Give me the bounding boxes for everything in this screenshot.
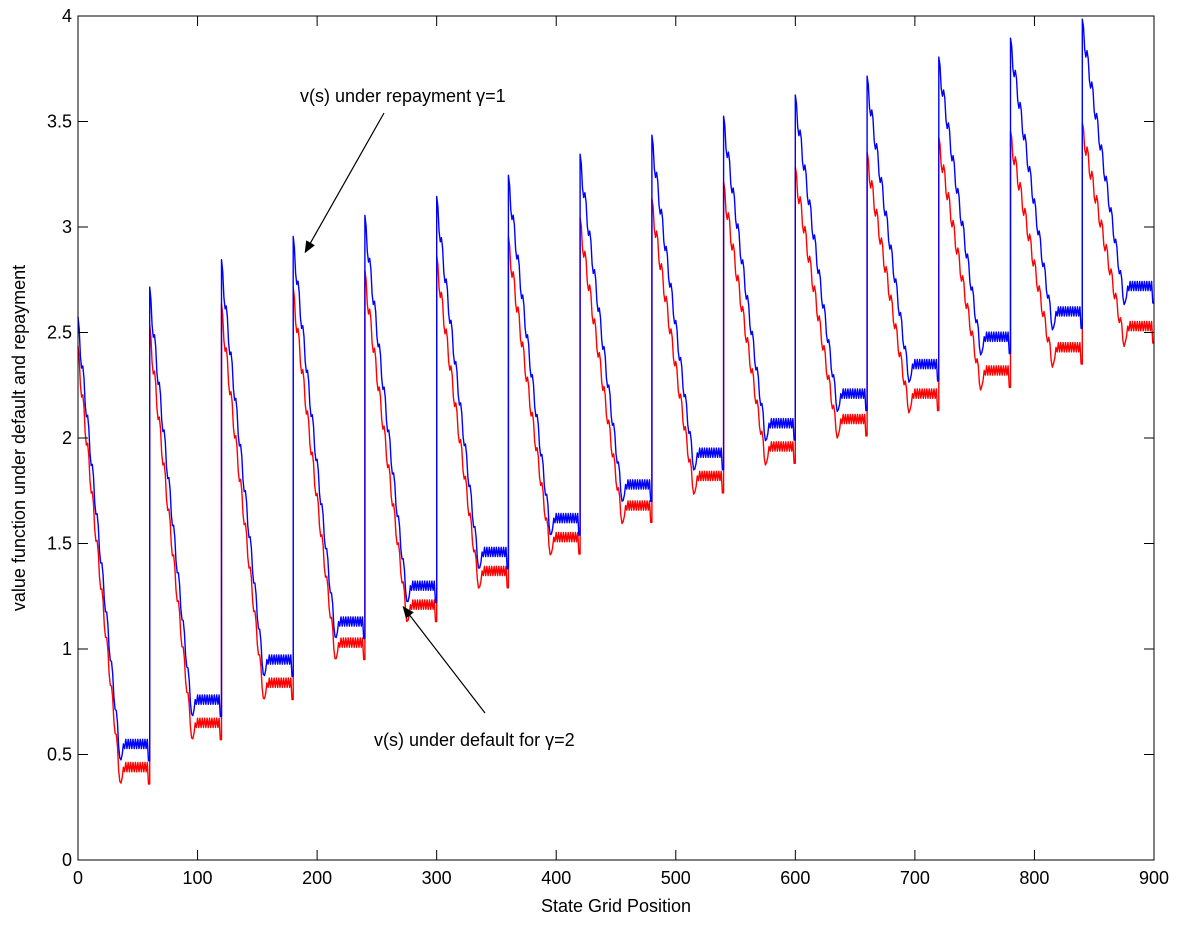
y-tick-label: 0.5: [47, 745, 72, 765]
ticks-layer: 0 100 200 300 400 500 600 700 800 900 0 0.5 1 1.5 2 2.5…: [47, 6, 1169, 888]
y-tick-label: 2: [62, 428, 72, 448]
x-tick-label: 700: [900, 868, 930, 888]
y-tick-label: 3.5: [47, 112, 72, 132]
x-axis-title: State Grid Position: [541, 896, 691, 916]
y-tick-label: 0: [62, 850, 72, 870]
x-tick-label: 0: [73, 868, 83, 888]
y-tick-label: 2.5: [47, 323, 72, 343]
x-tick-label: 300: [422, 868, 452, 888]
annotation-arrow: [402, 606, 486, 714]
y-tick-label: 4: [62, 6, 72, 26]
x-tick-label: 400: [541, 868, 571, 888]
series-layer: [77, 18, 1154, 785]
y-tick-label: 1: [62, 639, 72, 659]
x-tick-label: 500: [661, 868, 691, 888]
annotation-layer: v(s) under repayment γ=1 v(s) under defau…: [300, 86, 575, 750]
series-line-0: [77, 18, 1154, 762]
annotation-text: v(s) under default for γ=2: [374, 730, 575, 750]
y-tick-label: 3: [62, 217, 72, 237]
x-tick-label: 100: [183, 868, 213, 888]
x-tick-label: 900: [1139, 868, 1169, 888]
x-tick-label: 800: [1019, 868, 1049, 888]
annotation-text: v(s) under repayment γ=1: [300, 86, 506, 106]
annotation-arrow: [304, 112, 385, 254]
x-tick-label: 200: [302, 868, 332, 888]
plot-area: [78, 16, 1154, 860]
y-tick-label: 1.5: [47, 534, 72, 554]
series-line-1: [77, 121, 1154, 785]
x-tick-label: 600: [780, 868, 810, 888]
y-axis-title: value function under default and repayme…: [9, 265, 29, 611]
